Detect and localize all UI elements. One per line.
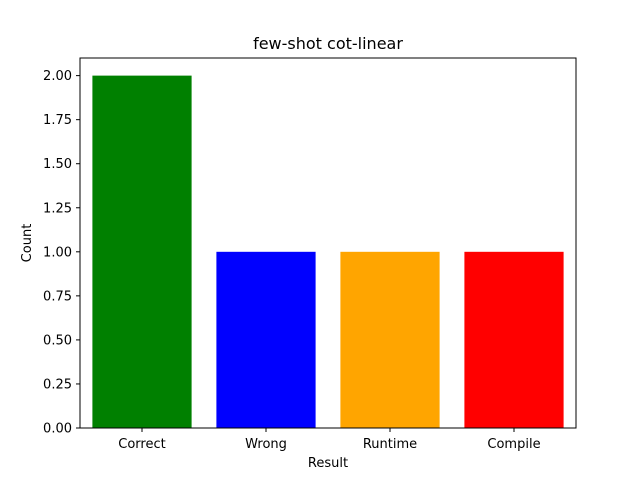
x-axis-label: Result [308, 456, 348, 471]
x-tick-label: Wrong [245, 437, 287, 452]
x-tick-label: Compile [487, 437, 540, 452]
y-tick-label: 0.75 [43, 289, 72, 304]
bar-correct [92, 75, 192, 428]
y-tick-label: 1.50 [43, 157, 72, 172]
bar-runtime [340, 251, 440, 428]
y-tick-label: 0.00 [43, 422, 72, 437]
y-tick-label: 1.00 [43, 245, 72, 260]
y-tick-label: 0.50 [43, 333, 72, 348]
bar-wrong [216, 251, 316, 428]
x-tick-label: Correct [118, 437, 165, 452]
chart-title: few-shot cot-linear [253, 34, 403, 53]
y-axis-label: Count [20, 224, 35, 263]
y-tick-label: 1.25 [43, 201, 72, 216]
y-tick-label: 0.25 [43, 377, 72, 392]
bars-group [92, 75, 564, 428]
plot-frame [79, 57, 577, 429]
x-axis-ticks: Correct Wrong Runtime Compile [118, 428, 541, 452]
x-tick-label: Runtime [363, 437, 417, 452]
y-tick-label: 2.00 [43, 69, 72, 84]
y-axis-ticks: 0.00 0.25 0.50 0.75 1.00 1.25 1.50 1.75 2.00 [43, 69, 80, 437]
bar-compile [464, 251, 564, 428]
y-tick-label: 1.75 [43, 113, 72, 128]
